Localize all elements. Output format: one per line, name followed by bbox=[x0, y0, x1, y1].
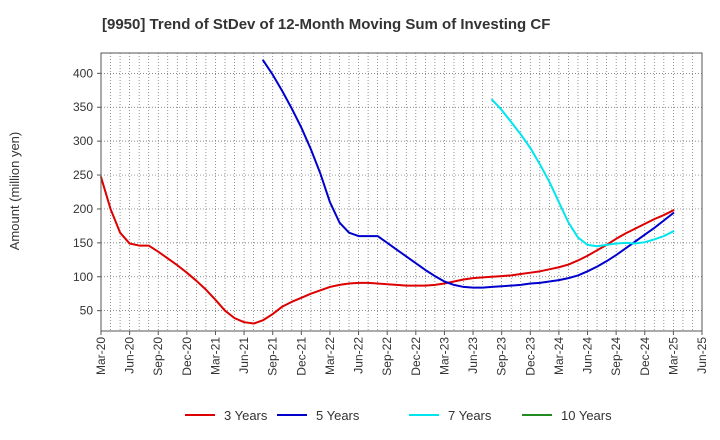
series-line-7-years bbox=[491, 98, 675, 248]
x-tick-label: Mar-21 bbox=[208, 337, 222, 375]
y-tick-label: 200 bbox=[73, 202, 93, 216]
plot-background bbox=[101, 53, 702, 331]
x-tick-label: Mar-20 bbox=[94, 337, 108, 375]
y-axis-label: Amount (million yen) bbox=[7, 132, 22, 251]
y-tick-label: 400 bbox=[73, 66, 93, 80]
legend-label-3-years: 3 Years bbox=[224, 408, 268, 423]
legend-label-7-years: 7 Years bbox=[448, 408, 492, 423]
x-tick-label: Sep-21 bbox=[266, 337, 280, 376]
x-tick-label: Sep-23 bbox=[495, 337, 509, 376]
x-tick-label: Mar-25 bbox=[666, 337, 680, 375]
legend: 3 Years 5 Years 7 Years 10 Years bbox=[185, 408, 612, 423]
grid bbox=[101, 53, 702, 331]
y-tick-label: 250 bbox=[73, 168, 93, 182]
legend-label-10-years: 10 Years bbox=[561, 408, 612, 423]
series-line-3-years bbox=[100, 176, 675, 325]
x-tick-label: Jun-25 bbox=[695, 337, 709, 374]
y-tick-label: 300 bbox=[73, 134, 93, 148]
series-lines bbox=[100, 59, 675, 325]
x-axis-ticks: Mar-20 Jun-20 Sep-20 Dec-20 Mar-21 Jun-21 Sep-… bbox=[94, 331, 709, 376]
plot-frame bbox=[100, 52, 703, 332]
x-tick-label: Sep-22 bbox=[380, 337, 394, 376]
series-line-5-years bbox=[262, 59, 675, 289]
chart-title: [9950] Trend of StDev of 12-Month Moving… bbox=[102, 16, 550, 33]
x-tick-label: Mar-22 bbox=[323, 337, 337, 375]
x-tick-label: Mar-24 bbox=[552, 337, 566, 375]
x-tick-label: Dec-24 bbox=[638, 337, 652, 376]
x-tick-label: Sep-20 bbox=[151, 337, 165, 376]
x-tick-label: Jun-24 bbox=[581, 337, 595, 374]
y-axis-ticks: 50 100 150 200 250 300 350 400 bbox=[73, 66, 101, 318]
legend-label-5-years: 5 Years bbox=[316, 408, 360, 423]
x-tick-label: Jun-23 bbox=[466, 337, 480, 374]
x-tick-label: Jun-22 bbox=[352, 337, 366, 374]
y-tick-label: 100 bbox=[73, 270, 93, 284]
x-tick-label: Dec-20 bbox=[180, 337, 194, 376]
x-tick-label: Sep-24 bbox=[609, 337, 623, 376]
y-tick-label: 150 bbox=[73, 236, 93, 250]
y-tick-label: 50 bbox=[80, 304, 94, 318]
y-tick-label: 350 bbox=[73, 100, 93, 114]
x-tick-label: Dec-22 bbox=[409, 337, 423, 376]
x-tick-label: Dec-21 bbox=[294, 337, 308, 376]
x-tick-label: Jun-20 bbox=[123, 337, 137, 374]
x-tick-label: Mar-23 bbox=[437, 337, 451, 375]
x-tick-label: Jun-21 bbox=[237, 337, 251, 374]
x-tick-label: Dec-23 bbox=[523, 337, 537, 376]
